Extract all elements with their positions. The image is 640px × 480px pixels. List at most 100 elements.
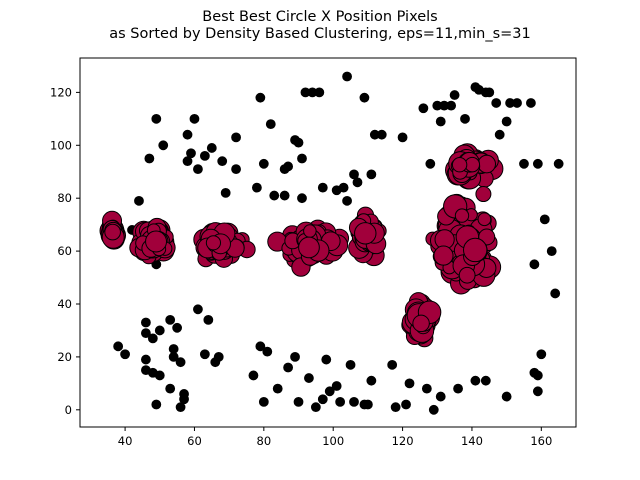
y-tick-label: 0 — [65, 403, 72, 417]
noise-point — [449, 90, 460, 100]
noise-point — [199, 150, 210, 161]
noise-point — [165, 383, 176, 394]
noise-point — [460, 113, 470, 124]
noise-point — [324, 386, 335, 397]
noise-point — [140, 317, 151, 328]
cluster-point — [433, 245, 454, 266]
noise-point — [182, 129, 193, 140]
x-tick-label: 100 — [322, 434, 344, 448]
noise-point — [397, 132, 408, 143]
noise-point — [425, 158, 436, 169]
noise-point — [529, 259, 540, 270]
noise-point — [480, 375, 491, 386]
noise-point — [151, 113, 162, 124]
cluster-point — [205, 235, 222, 251]
noise-point — [151, 399, 162, 410]
y-tick-label: 100 — [50, 138, 72, 152]
noise-point — [297, 193, 307, 204]
plot-area — [99, 71, 564, 415]
noise-point — [321, 354, 332, 365]
noise-point — [189, 113, 200, 124]
noise-point — [366, 169, 377, 180]
noise-point — [193, 304, 203, 315]
noise-point — [283, 161, 294, 172]
noise-point — [213, 351, 224, 362]
noise-point — [193, 164, 203, 175]
noise-point — [255, 92, 266, 103]
noise-point — [338, 182, 349, 193]
noise-point — [331, 381, 342, 391]
noise-point — [453, 383, 463, 394]
x-tick-label: 140 — [461, 434, 483, 448]
noise-point — [335, 396, 346, 407]
noise-point — [293, 396, 304, 407]
noise-point — [265, 119, 276, 130]
noise-point — [269, 190, 280, 201]
cluster-point — [458, 266, 476, 284]
noise-point — [258, 158, 269, 169]
noise-point — [317, 394, 328, 405]
noise-point — [345, 359, 356, 370]
cluster-point — [475, 186, 492, 203]
cluster-point — [354, 222, 377, 245]
noise-point — [248, 370, 259, 381]
noise-point — [532, 386, 543, 397]
noise-point — [168, 344, 179, 354]
axes: 40 60 80 100 120 140 160 0 20 40 60 80 100 120 — [50, 57, 577, 448]
noise-point — [203, 314, 214, 325]
noise-point — [401, 399, 411, 410]
cluster-point — [451, 157, 468, 173]
noise-point — [526, 98, 536, 108]
noise-point — [317, 182, 328, 193]
noise-point — [279, 190, 290, 201]
x-tick-label: 80 — [257, 434, 272, 448]
cluster-point — [463, 237, 488, 263]
noise-point — [217, 156, 228, 167]
y-tick-label: 20 — [57, 350, 72, 364]
cluster-point — [298, 236, 320, 259]
noise-point — [342, 195, 352, 206]
y-tick-label: 120 — [50, 85, 72, 99]
noise-point — [550, 288, 561, 299]
noise-point — [255, 341, 266, 352]
noise-point — [283, 362, 294, 373]
noise-point — [362, 399, 373, 410]
noise-point — [310, 402, 321, 413]
y-tick-label: 40 — [57, 297, 72, 311]
noise-point — [470, 375, 481, 386]
noise-point — [144, 153, 155, 164]
cluster-point — [303, 224, 317, 238]
noise-point — [536, 349, 547, 360]
noise-point — [172, 322, 183, 333]
cluster-point — [477, 154, 497, 174]
noise-point — [165, 314, 176, 325]
noise-point — [113, 341, 124, 352]
cluster-point — [104, 223, 121, 241]
plot-frame — [79, 57, 577, 428]
cluster-point — [412, 314, 430, 333]
noise-point — [352, 177, 363, 188]
noise-point — [446, 100, 457, 111]
noise-point — [539, 214, 550, 225]
noise-point — [532, 158, 543, 169]
noise-point — [390, 402, 401, 413]
noise-point — [404, 378, 415, 389]
noise-point — [134, 195, 144, 206]
noise-point — [154, 325, 165, 336]
noise-point — [387, 359, 398, 370]
noise-point — [435, 391, 446, 402]
noise-point — [359, 92, 370, 103]
noise-point — [532, 370, 543, 381]
noise-point — [491, 98, 502, 108]
noise-point — [366, 375, 377, 386]
x-tick-label: 60 — [187, 434, 202, 448]
chart-subtitle: as Sorted by Density Based Clustering, e… — [109, 26, 531, 42]
noise-point — [484, 87, 495, 98]
noise-point — [421, 383, 432, 394]
noise-point — [258, 396, 269, 407]
noise-point — [349, 396, 359, 407]
x-tick-label: 120 — [392, 434, 414, 448]
noise-point — [175, 357, 186, 368]
noise-point — [186, 148, 196, 159]
noise-point — [342, 71, 352, 82]
